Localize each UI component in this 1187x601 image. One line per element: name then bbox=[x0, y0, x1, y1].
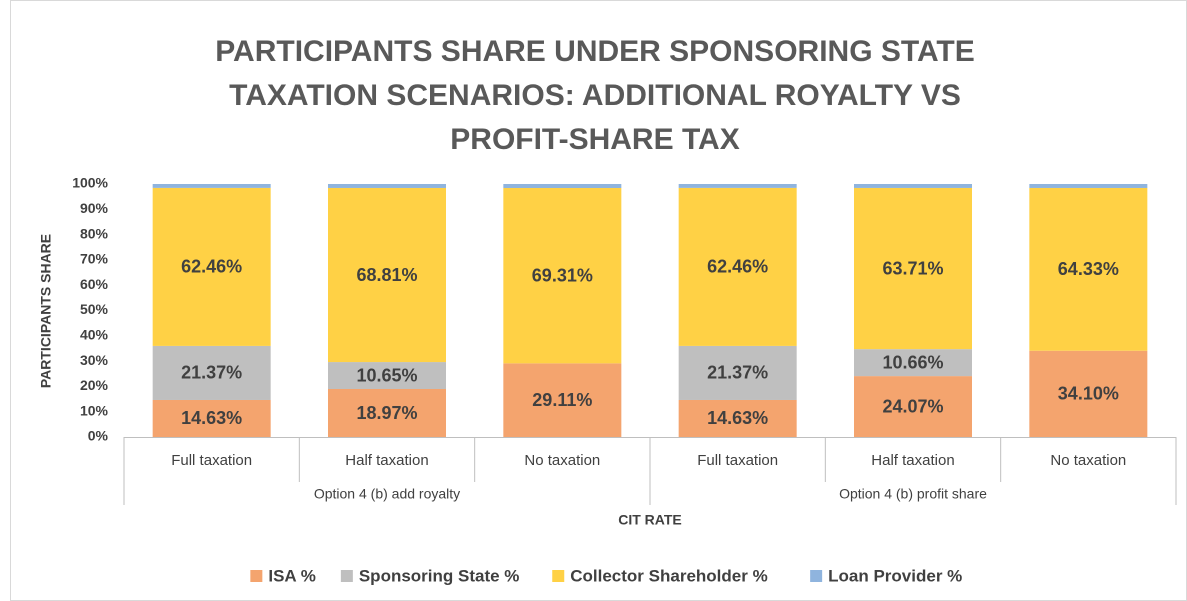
y-axis-label: PARTICIPANTS SHARE bbox=[38, 234, 54, 388]
y-tick-label: 50% bbox=[80, 301, 109, 317]
y-tick-label: 30% bbox=[80, 352, 109, 368]
bar-segment bbox=[152, 187, 271, 346]
bar-segment bbox=[678, 187, 797, 346]
data-label: 21.37% bbox=[707, 363, 768, 383]
bar-segment bbox=[1029, 350, 1148, 437]
data-label: 21.37% bbox=[181, 363, 242, 383]
y-tick-label: 70% bbox=[80, 251, 109, 267]
data-label: 62.46% bbox=[707, 257, 768, 277]
data-label: 64.33% bbox=[1058, 259, 1119, 279]
data-label: 14.63% bbox=[707, 408, 768, 428]
x-tick-label: Full taxation bbox=[697, 452, 778, 469]
bar-segment bbox=[152, 184, 271, 188]
data-label: 69.31% bbox=[532, 265, 593, 285]
bar-segment bbox=[328, 187, 446, 363]
bar-segment bbox=[328, 362, 446, 390]
legend-label: Collector Shareholder % bbox=[570, 566, 767, 585]
x-tick-label: No taxation bbox=[524, 452, 600, 469]
legend-swatch bbox=[250, 570, 263, 582]
data-label: 63.71% bbox=[882, 258, 943, 278]
legend-swatch bbox=[810, 570, 823, 582]
bar-segment bbox=[503, 187, 622, 364]
bar-segment bbox=[1029, 184, 1148, 188]
bar-segment bbox=[678, 184, 797, 188]
bar-segment bbox=[152, 399, 271, 437]
data-label: 24.07% bbox=[882, 396, 943, 416]
data-label: 62.46% bbox=[181, 257, 242, 277]
x-tick-label: Half taxation bbox=[345, 452, 428, 469]
bar-segment bbox=[503, 184, 622, 188]
legend-label: Sponsoring State % bbox=[359, 566, 520, 585]
data-label: 34.10% bbox=[1058, 384, 1119, 404]
legend-label: Loan Provider % bbox=[828, 566, 962, 585]
bar-segment bbox=[678, 345, 797, 400]
x-tick-label: Full taxation bbox=[171, 452, 252, 469]
y-tick-label: 40% bbox=[80, 327, 109, 343]
bar-segment bbox=[1029, 187, 1148, 351]
bar-segment bbox=[854, 376, 972, 437]
legend-swatch bbox=[552, 570, 565, 582]
data-label: 68.81% bbox=[356, 265, 417, 285]
data-label: 14.63% bbox=[181, 408, 242, 428]
bar-segment bbox=[152, 345, 271, 400]
y-tick-label: 0% bbox=[88, 428, 109, 444]
legend-label: ISA % bbox=[268, 566, 316, 585]
bar-segment bbox=[854, 184, 972, 188]
data-label: 18.97% bbox=[356, 403, 417, 423]
y-tick-label: 20% bbox=[80, 377, 109, 393]
bar-segment bbox=[854, 349, 972, 377]
bar-segment bbox=[328, 389, 446, 437]
bar-segment bbox=[854, 187, 972, 350]
y-tick-label: 60% bbox=[80, 276, 109, 292]
data-label: 10.66% bbox=[882, 352, 943, 372]
bar-segment bbox=[503, 363, 622, 437]
x-tick-label: Half taxation bbox=[871, 452, 954, 469]
x-tick-label: No taxation bbox=[1050, 452, 1126, 469]
y-tick-label: 100% bbox=[72, 175, 108, 191]
y-tick-label: 80% bbox=[80, 225, 109, 241]
bar-segment bbox=[678, 399, 797, 437]
data-label: 29.11% bbox=[532, 390, 592, 410]
group-label: Option 4 (b) profit share bbox=[839, 486, 987, 502]
x-axis-label: CIT RATE bbox=[618, 512, 682, 528]
data-label: 10.65% bbox=[356, 365, 417, 385]
y-tick-label: 10% bbox=[80, 402, 109, 418]
y-tick-label: 90% bbox=[80, 200, 109, 216]
bar-segment bbox=[328, 184, 446, 188]
legend-swatch bbox=[340, 570, 353, 582]
group-label: Option 4 (b) add royalty bbox=[314, 486, 460, 502]
chart-title: PARTICIPANTS SHARE UNDER SPONSORING STAT… bbox=[215, 35, 975, 156]
